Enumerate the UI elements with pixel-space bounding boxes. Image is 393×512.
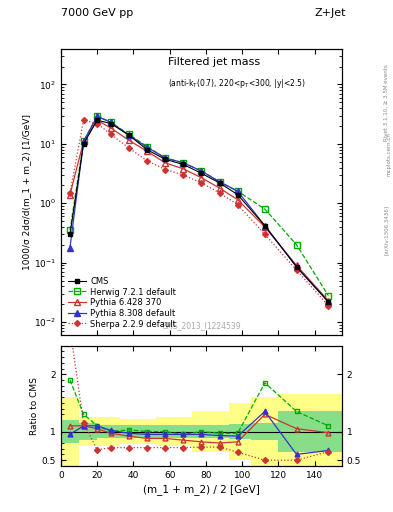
Text: Z+Jet: Z+Jet xyxy=(314,8,346,18)
CMS xyxy=(68,231,72,238)
Sherpa 2.2.9 default xyxy=(68,190,72,196)
X-axis label: (m_1 + m_2) / 2 [GeV]: (m_1 + m_2) / 2 [GeV] xyxy=(143,484,260,495)
Text: [arXiv:1306.3436]: [arXiv:1306.3436] xyxy=(384,205,389,255)
Pythia 8.308 default xyxy=(294,264,299,270)
Pythia 8.308 default xyxy=(95,113,99,119)
Pythia 6.428 370 xyxy=(199,175,204,181)
Sherpa 2.2.9 default xyxy=(181,172,185,178)
Sherpa 2.2.9 default xyxy=(95,120,99,126)
Herwig 7.2.1 default xyxy=(263,206,267,212)
CMS xyxy=(108,120,113,126)
Sherpa 2.2.9 default xyxy=(217,190,222,196)
Pythia 6.428 370 xyxy=(145,148,149,154)
CMS xyxy=(199,170,204,176)
Pythia 6.428 370 xyxy=(326,297,331,304)
CMS xyxy=(326,298,331,305)
Pythia 8.308 default xyxy=(108,119,113,125)
Pythia 6.428 370 xyxy=(181,166,185,172)
Herwig 7.2.1 default xyxy=(181,160,185,166)
Herwig 7.2.1 default xyxy=(81,138,86,144)
CMS xyxy=(263,223,267,229)
Herwig 7.2.1 default xyxy=(95,113,99,119)
Text: mcplots.cern.ch: mcplots.cern.ch xyxy=(386,132,391,176)
Herwig 7.2.1 default xyxy=(199,168,204,174)
Herwig 7.2.1 default xyxy=(108,119,113,125)
Pythia 8.308 default xyxy=(81,138,86,144)
CMS xyxy=(145,146,149,153)
Sherpa 2.2.9 default xyxy=(163,166,167,173)
CMS xyxy=(217,180,222,186)
Pythia 6.428 370 xyxy=(68,191,72,198)
Pythia 8.308 default xyxy=(145,144,149,150)
Line: Pythia 8.308 default: Pythia 8.308 default xyxy=(67,114,331,305)
Sherpa 2.2.9 default xyxy=(108,131,113,137)
Sherpa 2.2.9 default xyxy=(127,145,131,151)
Herwig 7.2.1 default xyxy=(294,242,299,248)
Pythia 8.308 default xyxy=(163,155,167,161)
Text: Filtered jet mass: Filtered jet mass xyxy=(168,57,260,67)
Y-axis label: Ratio to CMS: Ratio to CMS xyxy=(30,377,39,435)
Pythia 6.428 370 xyxy=(235,197,240,203)
Text: Rivet 3.1.10, ≥ 3.5M events: Rivet 3.1.10, ≥ 3.5M events xyxy=(384,64,389,141)
Line: CMS: CMS xyxy=(68,118,331,304)
Sherpa 2.2.9 default xyxy=(145,158,149,164)
Sherpa 2.2.9 default xyxy=(294,267,299,273)
Pythia 6.428 370 xyxy=(95,117,99,123)
Text: 7000 GeV pp: 7000 GeV pp xyxy=(61,8,133,18)
Herwig 7.2.1 default xyxy=(127,131,131,137)
CMS xyxy=(294,264,299,270)
Pythia 8.308 default xyxy=(127,132,131,138)
Pythia 6.428 370 xyxy=(163,160,167,166)
Pythia 8.308 default xyxy=(263,223,267,229)
CMS xyxy=(81,141,86,147)
CMS xyxy=(95,117,99,123)
Line: Sherpa 2.2.9 default: Sherpa 2.2.9 default xyxy=(68,118,331,308)
Herwig 7.2.1 default xyxy=(217,179,222,185)
Herwig 7.2.1 default xyxy=(163,155,167,161)
Y-axis label: 1000/σ 2dσ/d(m_1 + m_2) [1/GeV]: 1000/σ 2dσ/d(m_1 + m_2) [1/GeV] xyxy=(22,114,31,270)
Pythia 6.428 370 xyxy=(217,185,222,191)
Pythia 6.428 370 xyxy=(108,125,113,131)
Herwig 7.2.1 default xyxy=(326,292,331,298)
Text: CMS_2013_I1224539: CMS_2013_I1224539 xyxy=(162,321,241,330)
Line: Pythia 6.428 370: Pythia 6.428 370 xyxy=(67,117,331,304)
Pythia 8.308 default xyxy=(217,179,222,185)
Legend: CMS, Herwig 7.2.1 default, Pythia 6.428 370, Pythia 8.308 default, Sherpa 2.2.9 : CMS, Herwig 7.2.1 default, Pythia 6.428 … xyxy=(65,274,178,331)
Pythia 6.428 370 xyxy=(294,262,299,268)
Pythia 6.428 370 xyxy=(263,224,267,230)
Herwig 7.2.1 default xyxy=(145,143,149,150)
CMS xyxy=(127,132,131,138)
Sherpa 2.2.9 default xyxy=(235,202,240,208)
CMS xyxy=(181,161,185,167)
Pythia 6.428 370 xyxy=(127,137,131,143)
Sherpa 2.2.9 default xyxy=(199,180,204,186)
Herwig 7.2.1 default xyxy=(235,188,240,194)
CMS xyxy=(163,156,167,162)
CMS xyxy=(235,191,240,198)
Herwig 7.2.1 default xyxy=(68,227,72,233)
Text: (anti-k$_\mathregular{T}$(0.7), 220<p$_\mathregular{T}$<300, |y|<2.5): (anti-k$_\mathregular{T}$(0.7), 220<p$_\… xyxy=(168,77,306,90)
Sherpa 2.2.9 default xyxy=(326,303,331,309)
Line: Herwig 7.2.1 default: Herwig 7.2.1 default xyxy=(67,113,331,298)
Pythia 8.308 default xyxy=(68,245,72,251)
Pythia 8.308 default xyxy=(181,160,185,166)
Pythia 8.308 default xyxy=(199,168,204,174)
Pythia 6.428 370 xyxy=(81,138,86,144)
Pythia 8.308 default xyxy=(326,298,331,305)
Sherpa 2.2.9 default xyxy=(81,117,86,123)
Pythia 8.308 default xyxy=(235,188,240,194)
Sherpa 2.2.9 default xyxy=(263,231,267,238)
